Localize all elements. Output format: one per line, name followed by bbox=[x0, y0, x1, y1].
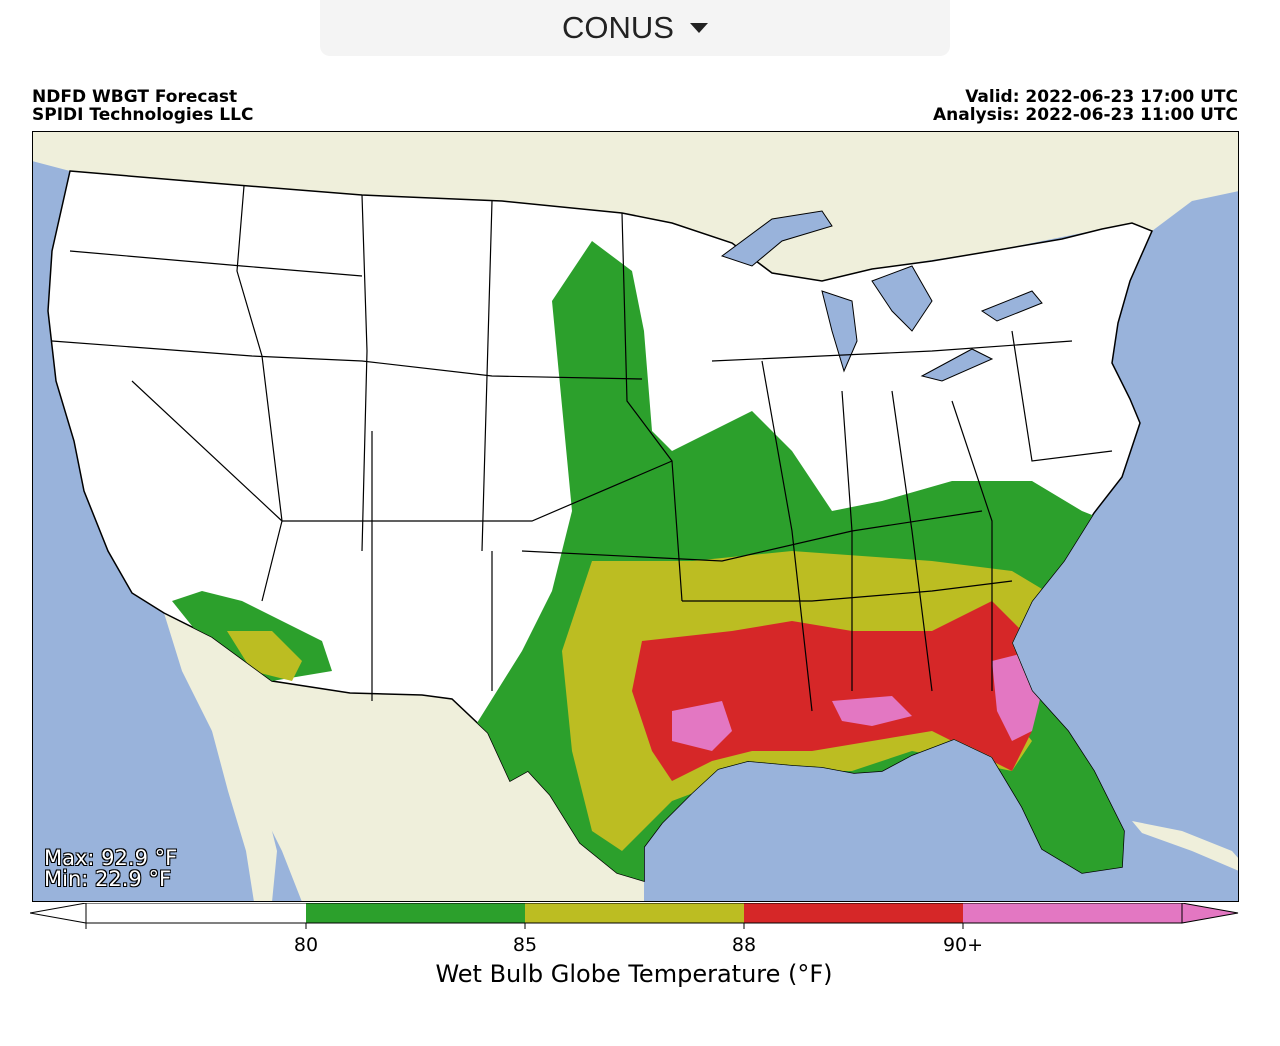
map-frame bbox=[32, 131, 1239, 902]
colorbar-label-88: 88 bbox=[731, 934, 757, 956]
colorbar-segment-90-plus bbox=[963, 903, 1182, 923]
colorbar-segment-below-80 bbox=[86, 903, 306, 923]
map-title-block: NDFD WBGT Forecast SPIDI Technologies LL… bbox=[32, 88, 253, 124]
colorbar-title: Wet Bulb Globe Temperature (°F) bbox=[435, 960, 833, 988]
colorbar-segment-85-88 bbox=[525, 903, 744, 923]
chevron-down-icon bbox=[689, 23, 708, 33]
wbgt-shading bbox=[172, 241, 1132, 881]
pink-zone-texas bbox=[672, 701, 732, 751]
colorbar-segment-80-85 bbox=[306, 903, 525, 923]
colorbar bbox=[30, 903, 1239, 929]
canada-land bbox=[32, 131, 1239, 281]
min-value: Min: 22.9 °F bbox=[44, 867, 172, 891]
map-org: SPIDI Technologies LLC bbox=[32, 105, 254, 125]
lake-michigan bbox=[821, 290, 858, 373]
colorbar-segment-88-90 bbox=[744, 903, 963, 923]
lake-huron bbox=[871, 265, 933, 332]
state-borders bbox=[51, 185, 1113, 712]
lake-superior bbox=[720, 210, 833, 267]
olive-zone-southwest bbox=[227, 631, 302, 681]
colorbar-label-80: 80 bbox=[293, 934, 319, 956]
lake-erie bbox=[920, 348, 994, 382]
map-time-block: Valid: 2022-06-23 17:00 UTC Analysis: 20… bbox=[933, 88, 1238, 124]
wbgt-map bbox=[32, 131, 1239, 902]
analysis-time: Analysis: 2022-06-23 11:00 UTC bbox=[933, 105, 1238, 125]
cuba-land bbox=[1132, 821, 1239, 871]
lake-ontario bbox=[980, 290, 1043, 322]
colorbar-extend-high bbox=[1181, 903, 1239, 924]
pink-zone-gulf bbox=[832, 696, 912, 726]
colorbar-extend-low bbox=[30, 903, 87, 924]
colorbar-label-85: 85 bbox=[512, 934, 538, 956]
map-title: NDFD WBGT Forecast bbox=[32, 87, 238, 107]
region-dropdown-value: CONUS bbox=[562, 10, 674, 45]
colorbar-frame bbox=[85, 903, 1183, 924]
baja-peninsula bbox=[200, 669, 277, 902]
mexico-land bbox=[164, 613, 644, 902]
region-dropdown[interactable]: CONUS bbox=[320, 0, 950, 56]
red-zone-88-90 bbox=[632, 601, 1032, 781]
valid-time: Valid: 2022-06-23 17:00 UTC bbox=[965, 87, 1238, 107]
max-value: Max: 92.9 °F bbox=[44, 846, 178, 870]
stats-box: Max: 92.9 °F Min: 22.9 °F bbox=[44, 848, 177, 890]
colorbar-label-90plus: 90+ bbox=[942, 934, 984, 956]
